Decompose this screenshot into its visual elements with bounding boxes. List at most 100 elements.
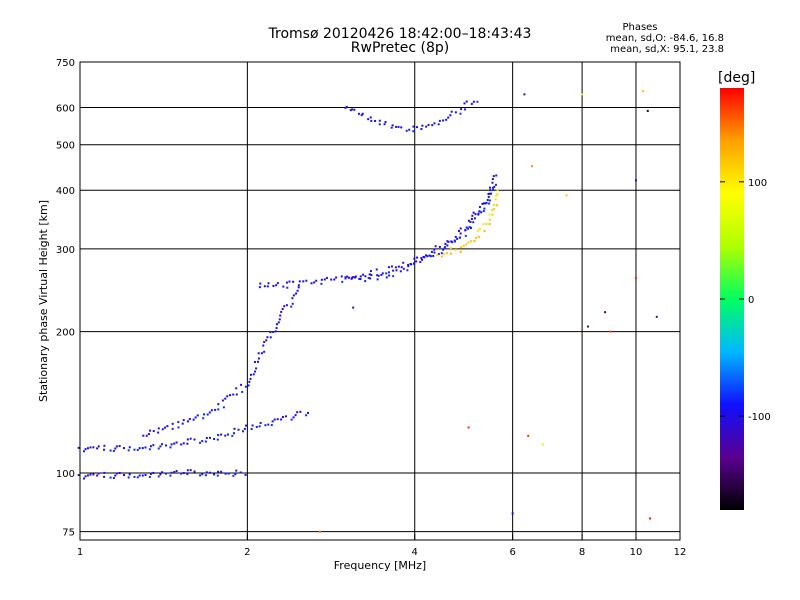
data-point <box>385 272 388 275</box>
data-point <box>279 314 282 317</box>
data-point <box>285 304 288 307</box>
data-point <box>381 272 384 275</box>
data-point <box>109 476 112 479</box>
data-point <box>474 213 477 216</box>
data-point <box>351 276 354 279</box>
y-tick-label: 500 <box>56 141 75 152</box>
data-point <box>189 437 192 440</box>
data-point <box>364 275 367 278</box>
data-point <box>375 268 378 271</box>
data-point <box>138 474 141 477</box>
chart-subtitle: RwPretec (8p) <box>350 40 450 56</box>
data-point <box>478 206 481 209</box>
data-point <box>239 471 242 474</box>
y-tick-label: 400 <box>56 186 75 197</box>
data-point <box>358 277 361 280</box>
data-point <box>233 427 236 430</box>
data-point <box>109 449 112 452</box>
data-point <box>253 361 256 364</box>
data-point <box>136 476 139 479</box>
data-point <box>138 447 141 450</box>
data-point <box>272 331 275 334</box>
data-point <box>431 124 434 127</box>
data-point <box>476 100 479 103</box>
data-point <box>278 318 281 321</box>
data-point <box>495 204 498 207</box>
y-tick-label: 100 <box>56 469 75 480</box>
data-point <box>483 207 486 210</box>
data-point <box>194 416 197 419</box>
data-point <box>646 109 649 112</box>
data-point <box>263 285 266 288</box>
data-point <box>649 517 652 520</box>
data-point <box>220 433 223 436</box>
data-point <box>173 471 176 474</box>
data-point <box>123 447 126 450</box>
data-point <box>92 446 95 449</box>
data-point <box>171 422 174 425</box>
data-point <box>265 339 268 342</box>
x-tick-label: 6 <box>509 547 515 558</box>
data-point <box>489 189 492 192</box>
data-point <box>473 217 476 220</box>
data-point <box>216 474 219 477</box>
data-point <box>267 282 270 285</box>
data-point <box>152 471 155 474</box>
data-point <box>392 269 395 272</box>
data-point <box>433 122 436 125</box>
data-point <box>145 434 148 437</box>
data-point <box>118 472 121 475</box>
data-point <box>478 227 481 230</box>
data-point <box>488 202 491 205</box>
data-point <box>470 102 473 105</box>
data-point <box>180 472 183 475</box>
data-point <box>432 254 435 257</box>
data-point <box>423 256 426 259</box>
data-point <box>440 255 443 258</box>
data-point <box>491 181 494 184</box>
data-point <box>344 277 347 280</box>
data-point <box>82 477 85 480</box>
data-point <box>487 192 490 195</box>
data-point <box>438 245 441 248</box>
data-point <box>400 126 403 129</box>
data-point <box>305 414 308 417</box>
data-point <box>471 214 474 217</box>
data-point <box>477 235 480 238</box>
data-point <box>266 285 269 288</box>
data-point <box>406 269 409 272</box>
data-point <box>369 270 372 273</box>
data-point <box>449 114 452 117</box>
data-point <box>186 473 189 476</box>
data-point <box>427 123 430 126</box>
data-point <box>450 110 453 113</box>
data-point <box>170 471 173 474</box>
data-point <box>255 367 258 370</box>
data-point <box>199 474 202 477</box>
data-point <box>193 470 196 473</box>
data-point <box>77 446 80 449</box>
data-point <box>484 202 487 205</box>
data-point <box>370 119 373 122</box>
data-point <box>491 213 494 216</box>
data-point <box>186 469 189 472</box>
data-point <box>103 475 106 478</box>
data-point <box>475 236 478 239</box>
y-tick-label: 600 <box>56 104 75 115</box>
data-point <box>216 438 219 441</box>
data-point <box>290 305 293 308</box>
data-point <box>204 474 207 477</box>
colorbar-tick-label: 100 <box>748 178 767 189</box>
y-axis-label: Stationary phase Virtual Height [km] <box>37 200 50 402</box>
data-point <box>369 277 372 280</box>
data-point <box>210 409 213 412</box>
data-point <box>208 411 211 414</box>
data-point <box>415 126 418 129</box>
data-point <box>157 447 160 450</box>
data-point <box>407 263 410 266</box>
data-point <box>127 449 130 452</box>
data-point <box>128 446 131 449</box>
data-point <box>255 425 258 428</box>
data-point <box>144 446 147 449</box>
